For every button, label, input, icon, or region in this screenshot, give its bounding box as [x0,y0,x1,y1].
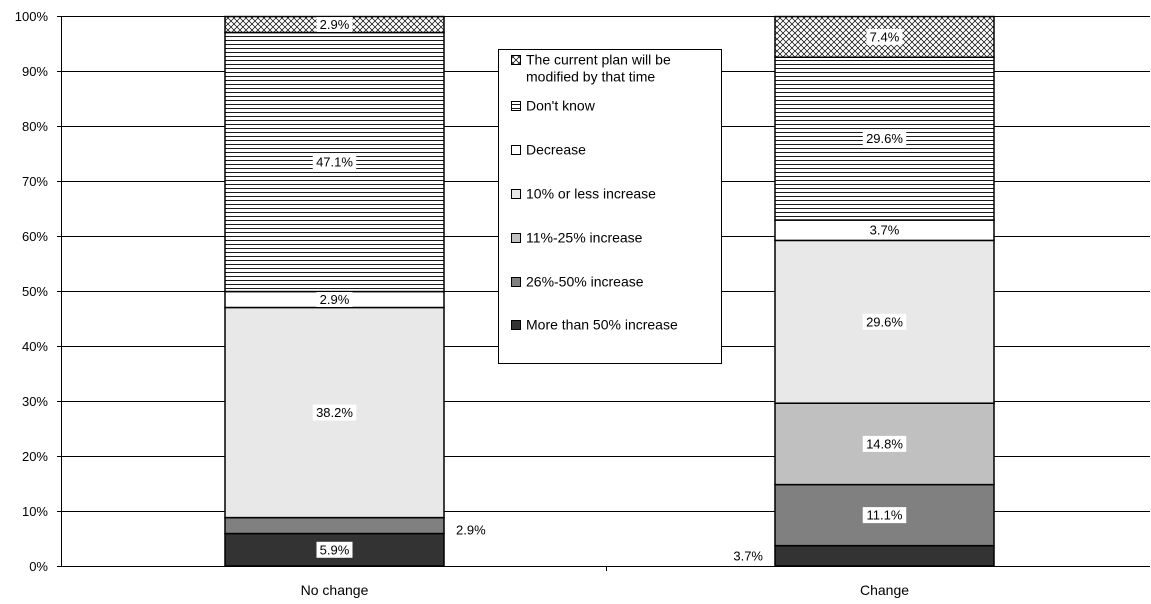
data-label-box [862,313,907,330]
data-label-box [316,541,353,558]
y-tick-label: 70% [22,174,48,189]
data-label: 47.1% [316,155,353,170]
data-label-box [862,435,907,452]
legend-swatch [511,320,521,330]
legend-swatch [511,101,521,111]
data-label: 3.7% [870,223,900,238]
y-tick-label: 90% [22,64,48,79]
data-label: 29.6% [866,131,903,146]
data-label: 29.6% [866,314,903,329]
category-label: Change [860,582,909,598]
data-label: 11.1% [867,508,903,523]
data-label-box [862,507,907,524]
y-tick-label: 100% [15,9,49,24]
y-tick-label: 10% [22,504,48,519]
data-label: 7.4% [870,29,900,44]
data-label: 5.9% [320,542,350,557]
legend-box [498,49,722,364]
data-label-box [312,154,357,171]
bar-segment [774,544,995,567]
legend-swatch [511,277,521,287]
legend-swatch [511,189,521,199]
legend: The current plan will be modified by that… [498,49,722,364]
legend-swatch [511,233,521,243]
x-axis: No change Change [61,566,1150,598]
data-label: 3.7% [733,548,763,563]
bar-segment [224,516,445,535]
data-label-box [862,130,907,147]
legend-label: The current plan will be modified by that… [526,52,671,85]
data-label: 14.8% [866,436,903,451]
y-tick-label: 20% [22,449,48,464]
legend-swatch [511,55,521,65]
data-label-box [316,292,353,307]
data-label-box [316,17,353,32]
category-label: No change [301,582,369,598]
legend-label: 26%-50% increase [526,274,644,290]
data-label-box [312,404,357,421]
legend-label: 11%-25% increase [526,230,643,246]
legend-label: More than 50% increase [526,317,678,333]
data-label-box [866,222,903,239]
y-tick-label: 80% [22,119,48,134]
y-tick-label: 30% [22,394,48,409]
y-tick-label: 40% [22,339,48,354]
y-tick-label: 50% [22,284,48,299]
legend-label: 10% or less increase [526,186,656,202]
legend-label: Decrease [526,142,586,158]
data-label-box [866,28,903,45]
data-label: 38.2% [316,405,353,420]
legend-label: Don't know [526,98,596,114]
legend-swatch [511,145,521,155]
data-label: 2.9% [456,523,486,538]
data-label: 2.9% [320,292,350,307]
y-tick-label: 60% [22,229,48,244]
y-tick-label: 0% [29,559,48,574]
data-labels: 5.9% 2.9% 38.2% 2.9% 47.1% 2.9% 3.7% 11.1% 14.8%… [312,17,907,563]
y-axis: 0% 10% 20% 30% 40% 50% 60% 70% 80% 90% 100% [15,9,62,574]
data-label: 2.9% [320,17,350,32]
